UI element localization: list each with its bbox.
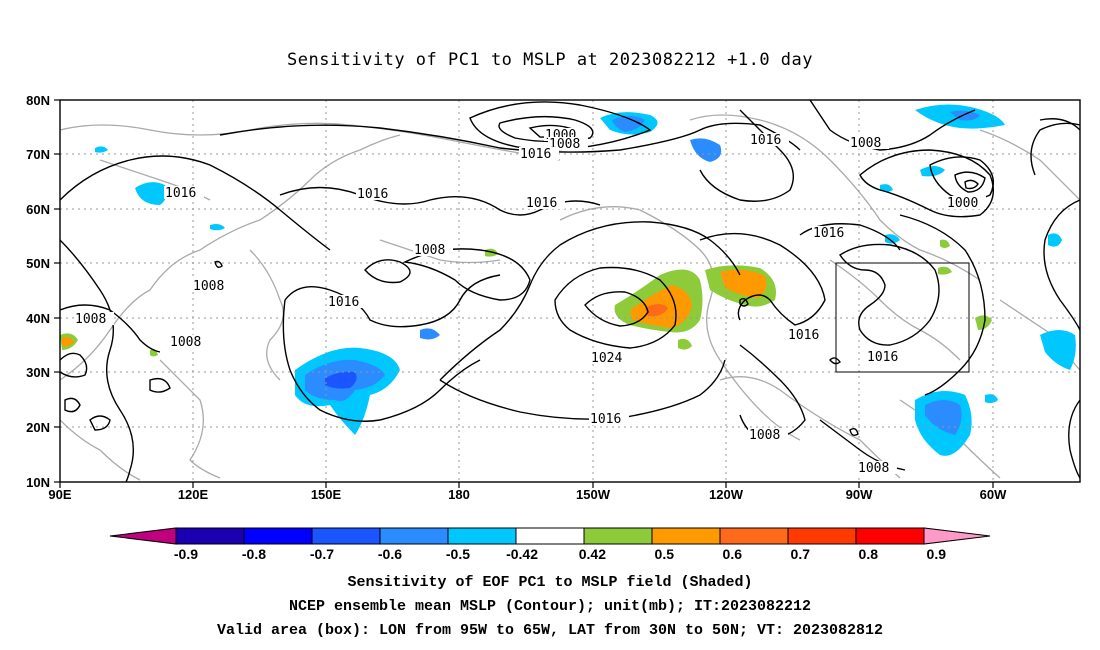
contour-label: 1016 <box>165 186 196 201</box>
contour-label: 1016 <box>590 412 621 427</box>
contour-label: 1016 <box>813 226 844 241</box>
contour-label: 1016 <box>788 328 819 343</box>
colorbar-segment <box>109 527 177 545</box>
contour-label: 1024 <box>591 351 622 366</box>
colorbar-segment <box>379 527 449 545</box>
colorbar-label: -0.42 <box>506 546 538 562</box>
grid-lines <box>60 100 1080 482</box>
lon-label: 150E <box>311 487 342 502</box>
colorbar-label: -0.5 <box>446 546 470 562</box>
colorbar-segment <box>787 527 857 545</box>
longitude-labels: 90E 120E 150E 180 150W 120W 90W 60W <box>48 487 1007 502</box>
lon-label: 90E <box>48 487 71 502</box>
contour-label: 1008 <box>170 335 201 350</box>
contour-label: 1008 <box>193 279 224 294</box>
colorbar-label: 0.9 <box>927 546 947 562</box>
mslp-contours <box>60 100 1080 482</box>
latitude-labels: 80N 70N 60N 50N 40N 30N 20N 10N <box>26 93 50 490</box>
colorbar-segment <box>855 527 925 545</box>
lon-label: 180 <box>448 487 470 502</box>
contour-label: 1008 <box>858 461 889 476</box>
colorbar-label: 0.6 <box>723 546 743 562</box>
colorbar-segment <box>651 527 721 545</box>
contour-labels: 1000 1008 1016 1016 1008 1016 1000 1016 … <box>74 128 986 476</box>
footer-line-2: NCEP ensemble mean MSLP (Contour); unit(… <box>288 598 812 615</box>
colorbar-segment <box>583 527 653 545</box>
colorbar-label: -0.9 <box>174 546 198 562</box>
contour-label: 1016 <box>867 350 898 365</box>
colorbar-label: 0.8 <box>859 546 879 562</box>
valid-area-box <box>835 262 970 373</box>
contour-label: 1016 <box>328 295 359 310</box>
lat-label: 80N <box>26 93 50 108</box>
colorbar-segment <box>515 527 585 545</box>
lon-label: 120E <box>178 487 209 502</box>
contour-label: 1008 <box>414 243 445 258</box>
lat-label: 70N <box>26 147 50 162</box>
colorbar-label: 0.42 <box>579 546 606 562</box>
colorbar-label: 0.7 <box>791 546 811 562</box>
contour-label: 1016 <box>526 196 557 211</box>
lon-label: 90W <box>846 487 873 502</box>
lon-label: 150W <box>576 487 611 502</box>
contour-label: 1008 <box>850 136 881 151</box>
map-frame <box>59 99 1081 483</box>
lon-label: 60W <box>980 487 1007 502</box>
colorbar: -0.9 -0.8 -0.7 -0.6 -0.5 -0.42 0.42 0.5 0.6 0.7 0.… <box>109 527 991 562</box>
lat-label: 40N <box>26 311 50 326</box>
lat-label: 50N <box>26 256 50 271</box>
axis-ticks <box>54 99 994 488</box>
colorbar-segment <box>175 527 245 545</box>
contour-label: 1016 <box>357 187 388 202</box>
map-title: Sensitivity of PC1 to MSLP at 2023082212… <box>286 50 813 70</box>
contour-label: 1008 <box>749 428 780 443</box>
colorbar-segment <box>243 527 313 545</box>
contour-label: 1000 <box>947 196 978 211</box>
footer-line-1: Sensitivity of EOF PC1 to MSLP field (Sh… <box>347 574 753 591</box>
lat-label: 60N <box>26 202 50 217</box>
colorbar-segment <box>923 527 991 545</box>
colorbar-segment <box>719 527 789 545</box>
colorbar-label: 0.5 <box>655 546 675 562</box>
contour-label: 1016 <box>520 147 551 162</box>
shaded-sensitivity <box>60 104 1076 456</box>
colorbar-segment <box>447 527 517 545</box>
colorbar-segment <box>311 527 381 545</box>
lat-label: 10N <box>26 475 50 490</box>
contour-label: 1016 <box>750 133 781 148</box>
footer-line-3: Valid area (box): LON from 95W to 65W, L… <box>216 622 884 639</box>
lon-label: 120W <box>709 487 744 502</box>
lat-label: 30N <box>26 365 50 380</box>
colorbar-label: -0.7 <box>310 546 334 562</box>
colorbar-label: -0.6 <box>378 546 402 562</box>
colorbar-label: -0.8 <box>242 546 266 562</box>
lat-label: 20N <box>26 420 50 435</box>
contour-label: 1008 <box>75 312 106 327</box>
